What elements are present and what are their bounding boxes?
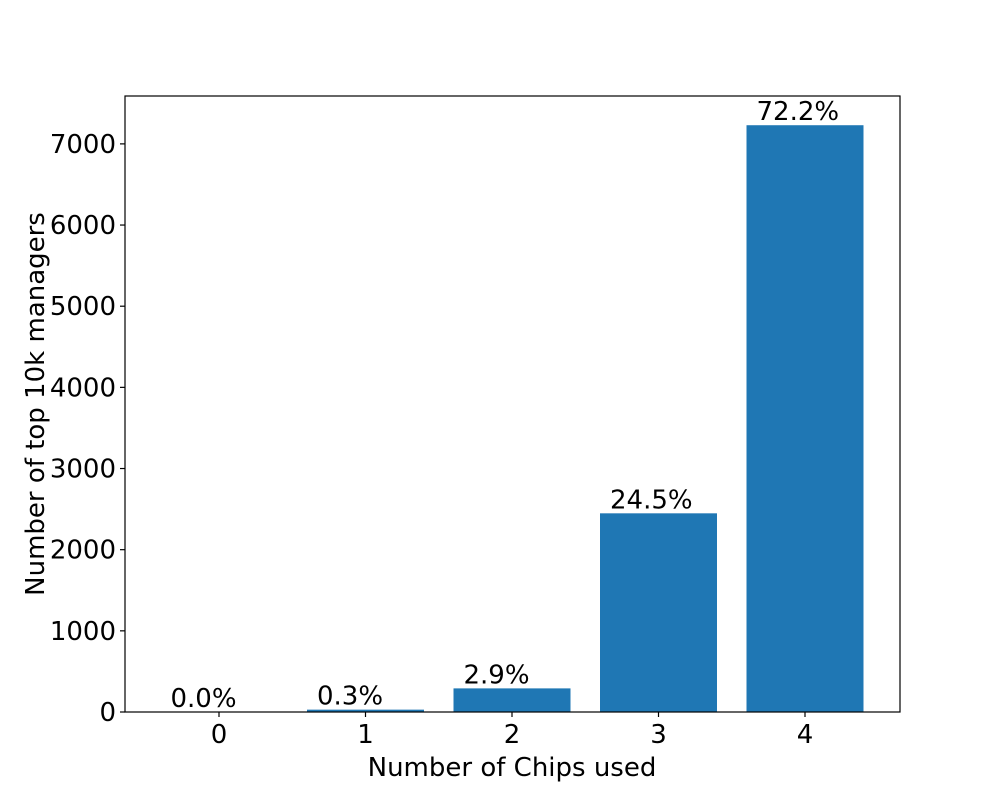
- bar-1: [307, 709, 424, 712]
- y-tick-label: 4000: [50, 373, 116, 403]
- y-tick-label: 5000: [50, 292, 116, 322]
- y-axis-label: Number of top 10k managers: [21, 212, 51, 596]
- y-tick-label: 1000: [50, 617, 116, 647]
- y-tick-label: 7000: [50, 130, 116, 160]
- data-label-1: 0.3%: [317, 682, 383, 712]
- bar-3: [600, 513, 717, 712]
- y-axis-ticks: 0 1000 2000 3000 4000 5000 6000 7000: [50, 130, 125, 728]
- bars: [160, 125, 864, 712]
- bar-2: [453, 688, 571, 712]
- x-tick-label: 2: [504, 720, 521, 750]
- y-tick-label: 6000: [50, 211, 116, 241]
- y-tick-label: 3000: [50, 455, 116, 485]
- y-tick-label: 2000: [50, 536, 116, 566]
- x-axis-ticks: 0 1 2 3 4: [211, 712, 814, 750]
- x-axis-label: Number of Chips used: [368, 753, 657, 783]
- x-tick-label: 4: [797, 720, 814, 750]
- data-label-0: 0.0%: [171, 684, 237, 714]
- y-tick-label: 0: [99, 698, 116, 728]
- data-label-4: 72.2%: [757, 97, 840, 127]
- data-labels: 0.0% 0.3% 2.9% 24.5% 72.2%: [171, 97, 840, 714]
- x-tick-label: 1: [357, 720, 374, 750]
- x-tick-label: 0: [211, 720, 228, 750]
- data-label-3: 24.5%: [610, 485, 693, 515]
- data-label-2: 2.9%: [464, 660, 530, 690]
- x-tick-label: 3: [650, 720, 667, 750]
- bar-4: [746, 125, 864, 712]
